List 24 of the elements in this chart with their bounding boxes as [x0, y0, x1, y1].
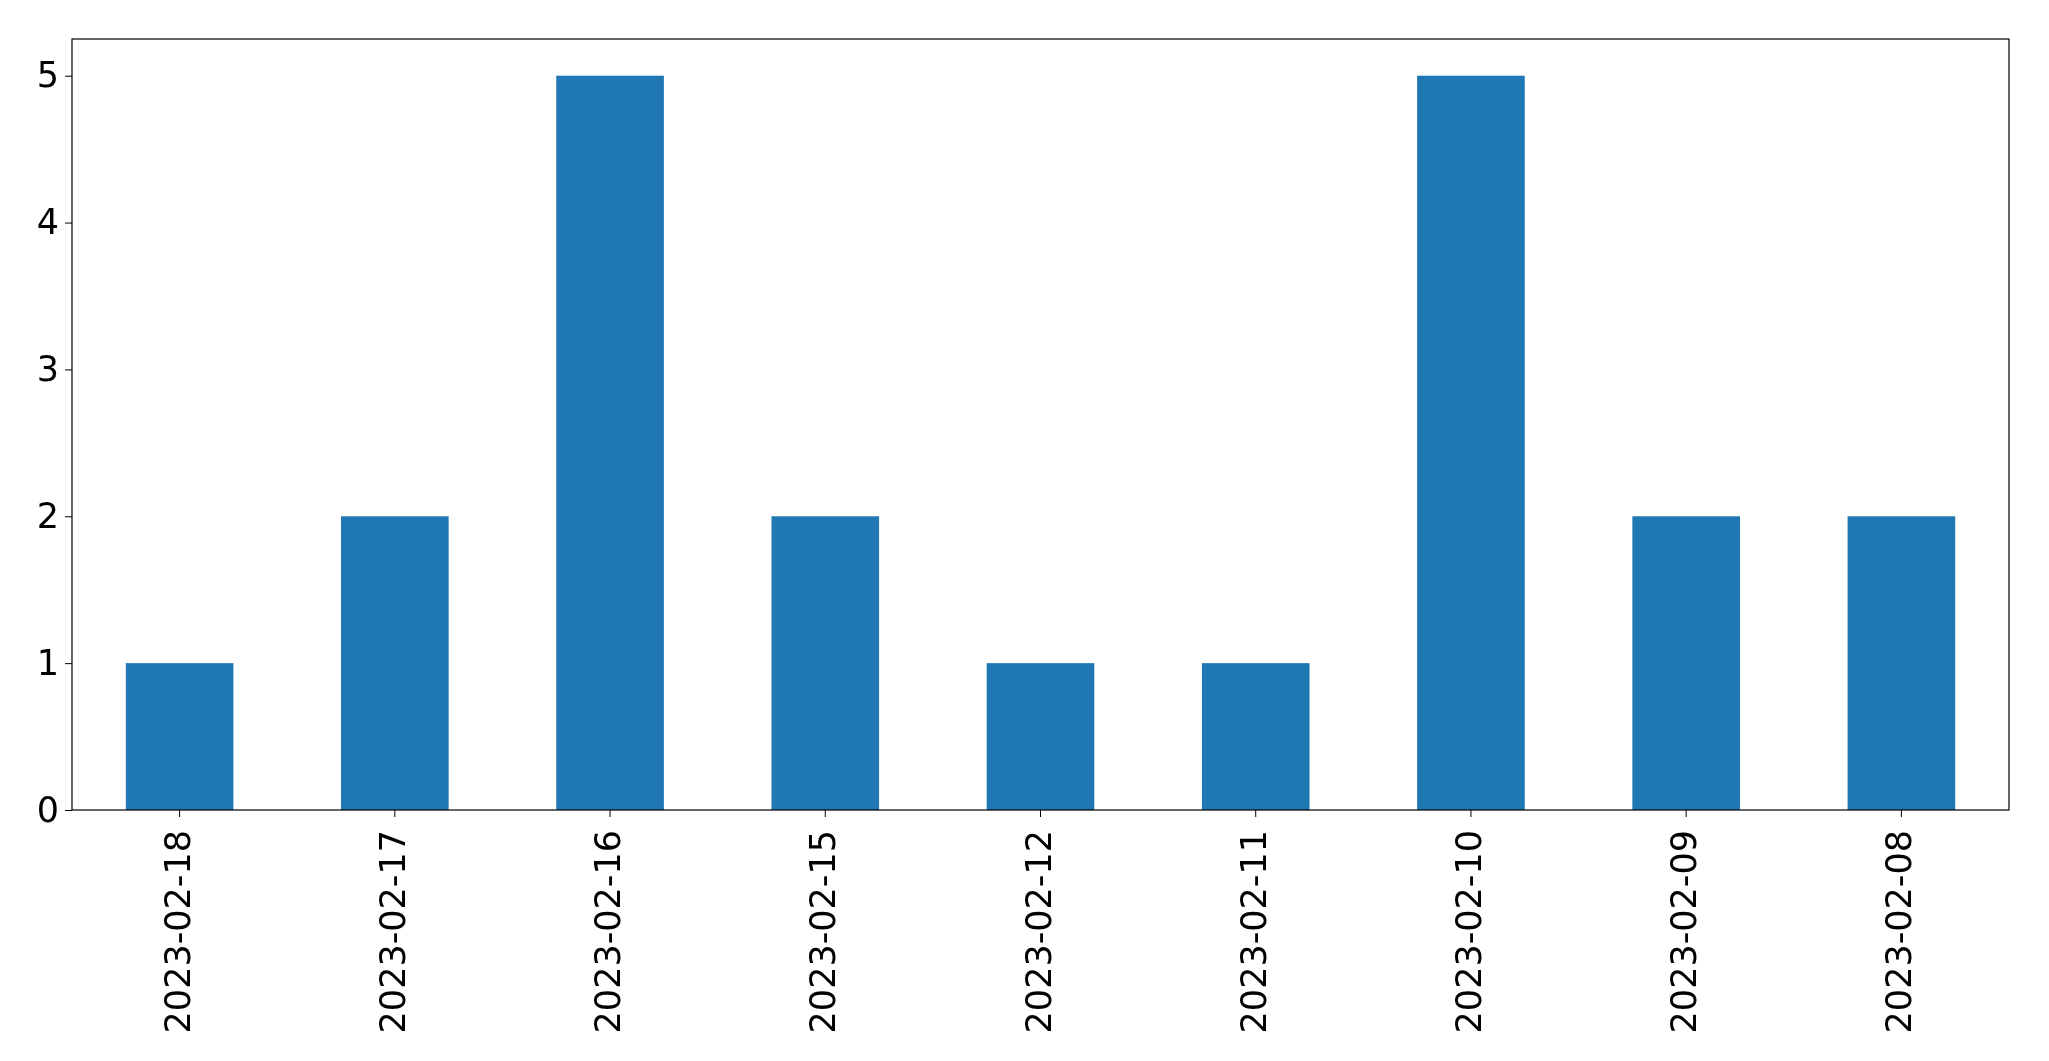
x-tick-label: 2023-02-17	[372, 830, 413, 1034]
x-tick-label: 2023-02-15	[803, 830, 844, 1034]
y-tick-label: 3	[36, 349, 59, 390]
y-tick-label: 2	[36, 495, 59, 536]
bar	[1201, 663, 1310, 810]
bar	[986, 663, 1095, 810]
y-tick-label: 0	[36, 789, 59, 830]
bar	[1632, 516, 1740, 810]
bar	[125, 663, 234, 810]
x-tick-label: 2023-02-08	[1879, 830, 1920, 1034]
bar	[341, 516, 449, 810]
x-tick-label: 2023-02-10	[1448, 830, 1489, 1034]
x-tick-label: 2023-02-18	[157, 830, 198, 1034]
bar	[1417, 75, 1525, 810]
y-tick-label: 1	[36, 642, 59, 683]
x-tick-label: 2023-02-09	[1664, 830, 1705, 1034]
bar	[1847, 516, 1956, 810]
y-tick-label: 4	[36, 202, 59, 243]
x-tick-label: 2023-02-11	[1233, 830, 1274, 1034]
y-tick-label: 5	[36, 55, 59, 96]
bar	[556, 75, 664, 810]
x-tick-label: 2023-02-16	[588, 830, 629, 1034]
bar	[771, 516, 880, 810]
x-tick-label: 2023-02-12	[1018, 830, 1059, 1034]
